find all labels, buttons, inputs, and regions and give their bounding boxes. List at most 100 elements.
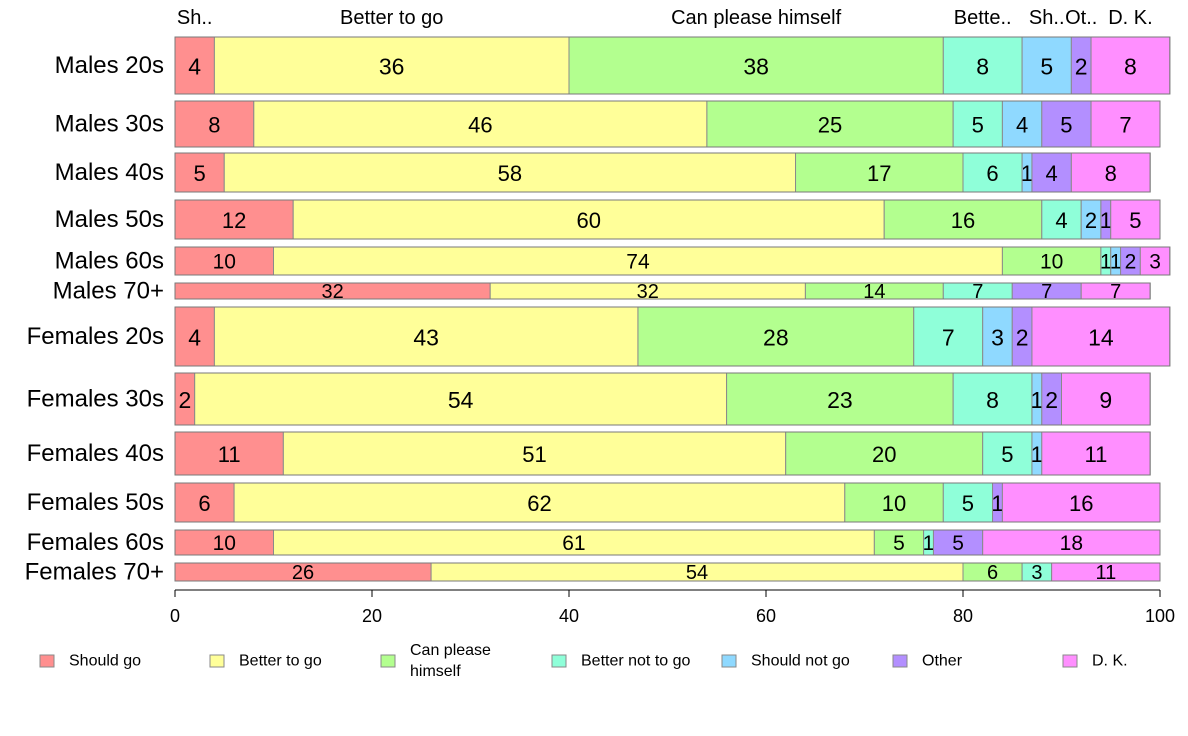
legend-swatch — [551, 654, 567, 668]
top-label: Better to go — [340, 7, 443, 29]
bar-segment — [1061, 372, 1151, 426]
bar-segment — [273, 529, 875, 556]
bar-segment — [282, 431, 787, 476]
bar-segment — [1031, 152, 1072, 193]
bar-segment — [942, 36, 1023, 95]
bar-segment — [174, 36, 215, 95]
data-label: 5 — [1040, 54, 1053, 80]
data-label: 5 — [962, 491, 974, 516]
data-label: 1 — [1110, 251, 1122, 274]
data-label: 6 — [198, 491, 210, 516]
data-label: 5 — [952, 532, 964, 555]
x-tick-label: 40 — [559, 606, 579, 626]
data-label: 4 — [188, 325, 201, 351]
data-label: 5 — [194, 161, 206, 186]
data-label: 43 — [413, 325, 439, 351]
data-label: 8 — [208, 113, 220, 138]
data-label: 7 — [1110, 281, 1121, 303]
legend-item: Can please himself — [380, 642, 491, 680]
data-label: 62 — [527, 491, 551, 516]
top-label: Can please himself — [671, 7, 842, 29]
data-label: 6 — [986, 161, 998, 186]
data-label: 10 — [1040, 251, 1063, 274]
data-label: 10 — [882, 491, 906, 516]
data-label: 4 — [1055, 208, 1067, 233]
row-label: Females 40s — [27, 440, 164, 467]
bar-outline — [174, 562, 1161, 582]
data-label: 3 — [1031, 562, 1042, 584]
bar-segment — [873, 529, 925, 556]
row-label: Males 30s — [55, 111, 164, 138]
data-label: 10 — [213, 251, 236, 274]
bar-outline — [174, 282, 1151, 300]
row-label: Males 40s — [55, 159, 164, 186]
row-labels: Males 20s Males 30s Males 40s Males 50s Male… — [25, 52, 164, 586]
data-label: 7 — [942, 325, 955, 351]
top-label: Bette.. — [954, 7, 1012, 29]
data-label: 20 — [872, 442, 896, 467]
row-label: Females 70+ — [25, 559, 164, 586]
bar-outline — [174, 431, 1151, 476]
bar-segment — [273, 246, 1003, 276]
top-labels: Sh.. Better to go Can please himself Bette.… — [177, 7, 1153, 29]
data-label: 5 — [1129, 208, 1141, 233]
legend-label: Other — [922, 653, 963, 670]
legend: Should go Better to go Can please himself Be… — [39, 642, 1128, 680]
bar-segment — [844, 482, 944, 523]
x-tick-label: 20 — [362, 606, 382, 626]
data-label: 4 — [1046, 161, 1058, 186]
bar-outline — [174, 100, 1161, 148]
top-label: Ot.. — [1065, 7, 1097, 29]
bar-outline — [174, 529, 1161, 556]
x-tick-label: 100 — [1145, 606, 1175, 626]
data-label: 8 — [986, 387, 999, 413]
data-label: 7 — [972, 281, 983, 303]
bar-outline — [174, 372, 1151, 426]
top-label: D. K. — [1108, 7, 1152, 29]
data-label: 1 — [1100, 251, 1112, 274]
data-label: 1 — [1021, 161, 1033, 186]
data-label: 2 — [1085, 208, 1097, 233]
data-label: 2 — [1045, 387, 1058, 413]
data-label: 14 — [863, 281, 885, 303]
row-label: Females 20s — [27, 323, 164, 350]
bar-outline — [174, 152, 1151, 193]
row-label: Females 60s — [27, 529, 164, 556]
data-label: 3 — [1149, 251, 1161, 274]
row-label: Males 60s — [55, 248, 164, 275]
data-label: 8 — [1105, 161, 1117, 186]
x-tick-label: 0 — [170, 606, 180, 626]
data-label: 2 — [1075, 54, 1088, 80]
data-label: 61 — [562, 532, 585, 555]
data-label: 18 — [1060, 532, 1083, 555]
row-label: Males 20s — [55, 52, 164, 79]
data-label: 36 — [379, 54, 405, 80]
data-label: 32 — [637, 281, 659, 303]
data-label: 58 — [498, 161, 522, 186]
data-label: 11 — [218, 442, 241, 467]
data-label: 8 — [1124, 54, 1137, 80]
data-label: 16 — [951, 208, 975, 233]
legend-label: Should go — [69, 653, 141, 670]
legend-swatch — [1062, 654, 1078, 668]
legend-item: Should go — [39, 653, 141, 670]
bar-outline — [174, 36, 1171, 95]
legend-item: Other — [892, 653, 963, 670]
bar-segment — [174, 152, 225, 193]
top-label: Sh.. — [177, 7, 213, 29]
bar-segment — [174, 529, 274, 556]
data-label: 2 — [178, 387, 191, 413]
bar-segment — [952, 372, 1033, 426]
data-label: 1 — [1030, 387, 1043, 413]
bar-outline — [174, 199, 1161, 240]
bar-segment — [962, 152, 1023, 193]
row-label: Males 50s — [55, 206, 164, 233]
data-label: 25 — [818, 113, 842, 138]
bar-segment — [982, 431, 1033, 476]
data-label: 32 — [321, 281, 343, 303]
legend-label: Better to go — [239, 653, 322, 670]
data-label: 1 — [1100, 208, 1112, 233]
data-label: 7 — [1119, 113, 1131, 138]
data-label: 23 — [827, 387, 853, 413]
